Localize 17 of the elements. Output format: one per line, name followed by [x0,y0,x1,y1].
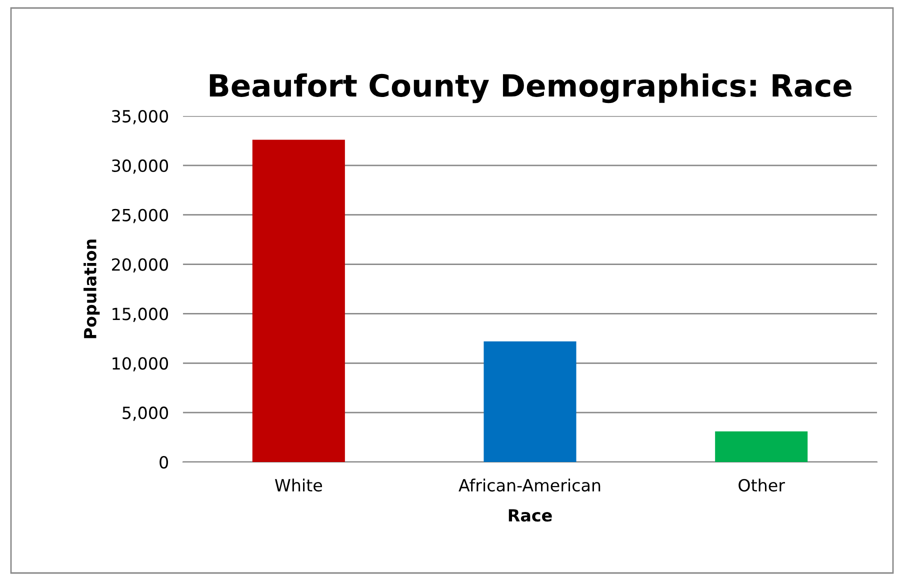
y-axis-title: Population [84,240,100,338]
y-tick-label: 15,000 [112,308,168,322]
bar [484,341,576,462]
x-tick-label: African-American [458,478,600,492]
y-tick-label: 20,000 [112,258,168,273]
x-tick-label: White [274,478,322,492]
y-tick-label: 10,000 [112,357,168,372]
bar [715,431,808,462]
x-axis-title: Race [508,509,552,522]
y-tick-label: 25,000 [112,208,168,224]
y-tick-label: 0 [160,456,168,469]
y-tick-label: 5,000 [122,406,168,421]
bar [252,140,345,462]
chart-title: Beaufort County Demographics: Race [210,73,852,104]
x-tick-label: Other [738,478,785,492]
y-tick-label: 35,000 [112,110,168,124]
y-tick-label: 30,000 [112,159,168,174]
